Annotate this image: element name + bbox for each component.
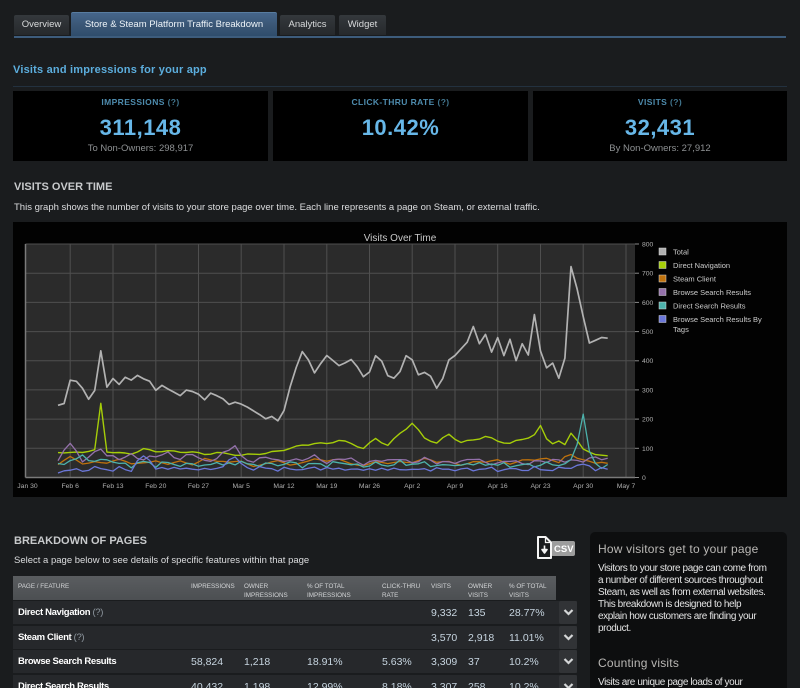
svg-text:Apr 9: Apr 9: [447, 483, 463, 490]
svg-text:500: 500: [642, 329, 654, 336]
svg-text:Tags: Tags: [673, 325, 689, 334]
svg-text:Apr 23: Apr 23: [530, 483, 550, 490]
svg-text:Total: Total: [673, 248, 689, 257]
svg-text:200: 200: [642, 417, 654, 424]
svg-text:Mar 12: Mar 12: [273, 483, 294, 490]
svg-text:CSV: CSV: [554, 544, 574, 555]
svg-text:Apr 16: Apr 16: [488, 483, 508, 490]
svg-text:Feb 13: Feb 13: [102, 483, 123, 490]
svg-text:Mar 26: Mar 26: [359, 483, 380, 490]
svg-text:Visits Over Time: Visits Over Time: [364, 233, 437, 244]
svg-text:Feb 6: Feb 6: [62, 483, 80, 490]
svg-text:800: 800: [642, 242, 654, 249]
svg-text:300: 300: [642, 387, 654, 394]
svg-text:Apr 30: Apr 30: [573, 483, 593, 490]
svg-text:May 7: May 7: [617, 483, 636, 490]
svg-text:100: 100: [642, 446, 654, 453]
svg-text:Steam Client: Steam Client: [673, 275, 717, 284]
svg-text:400: 400: [642, 358, 654, 365]
svg-text:700: 700: [642, 271, 654, 278]
svg-text:0: 0: [642, 475, 646, 482]
svg-text:Apr 2: Apr 2: [404, 483, 420, 490]
svg-text:Direct Search Results: Direct Search Results: [673, 302, 746, 311]
svg-text:Feb 20: Feb 20: [145, 483, 166, 490]
svg-text:Mar 5: Mar 5: [233, 483, 251, 490]
svg-text:Jan 30: Jan 30: [17, 483, 38, 490]
svg-text:Browse Search Results By: Browse Search Results By: [673, 315, 762, 324]
svg-text:Mar 19: Mar 19: [316, 483, 337, 490]
svg-text:Direct Navigation: Direct Navigation: [673, 261, 730, 270]
svg-text:Feb 27: Feb 27: [188, 483, 209, 490]
svg-text:600: 600: [642, 300, 654, 307]
svg-text:Browse Search Results: Browse Search Results: [673, 288, 751, 297]
